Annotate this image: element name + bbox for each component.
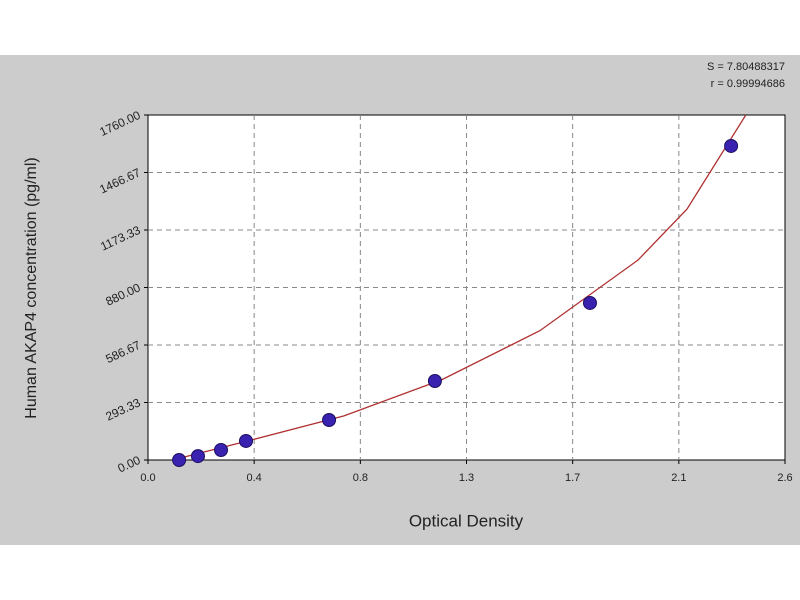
- x-tick-label: 2.1: [671, 472, 686, 484]
- data-point: [214, 443, 229, 458]
- data-point: [427, 374, 442, 389]
- data-point: [239, 433, 253, 448]
- x-tick-label: 0.8: [353, 472, 368, 484]
- x-axis-label: Optical Density: [409, 511, 524, 530]
- x-tick-label: 0.0: [140, 472, 155, 484]
- data-point: [172, 453, 187, 467]
- data-point: [582, 295, 597, 310]
- x-tick-label: 1.7: [565, 472, 580, 484]
- y-axis-label: Human AKAP4 concentration (pg/ml): [23, 157, 40, 418]
- fit-curve: [172, 115, 747, 460]
- annotation: S = 7.80488317: [707, 61, 785, 73]
- x-tick-label: 2.6: [777, 472, 792, 484]
- data-point: [724, 138, 739, 153]
- x-tick-label: 0.4: [247, 472, 262, 484]
- data-point: [322, 413, 337, 428]
- data-point: [190, 449, 205, 464]
- annotation: r = 0.99994686: [711, 78, 785, 90]
- x-tick-label: 1.3: [459, 472, 474, 484]
